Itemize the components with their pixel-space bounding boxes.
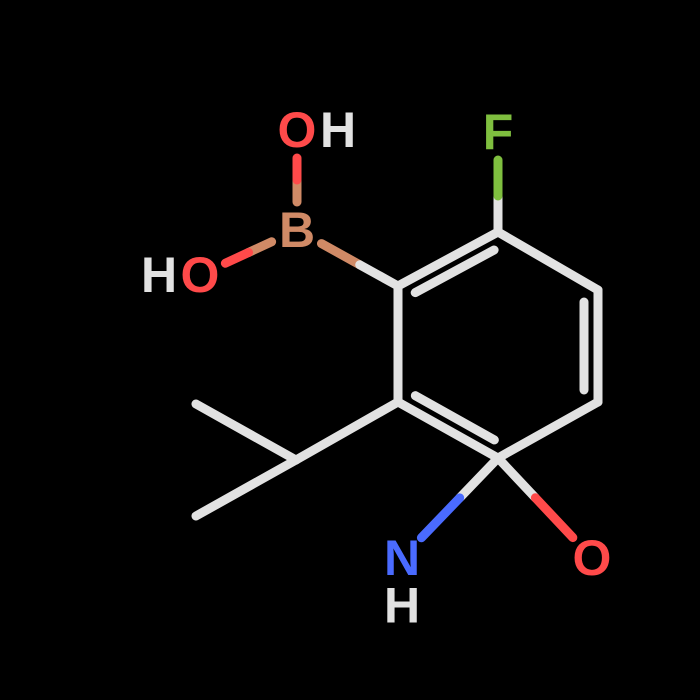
bond-line (225, 253, 248, 264)
atom-label: O (278, 102, 317, 158)
hydrogen-label: H (141, 247, 177, 303)
bond-line (296, 402, 398, 460)
bond-line (360, 265, 398, 286)
atom-O: OH (278, 102, 357, 158)
bond-line (321, 244, 359, 265)
hydrogen-label: H (384, 578, 420, 634)
bond-line (196, 404, 296, 460)
atom-N: NH (384, 530, 420, 634)
bond-line (498, 458, 535, 498)
atom-label: B (279, 202, 315, 258)
atom-label: O (573, 530, 612, 586)
hydrogen-label: H (320, 102, 356, 158)
bond-line (535, 498, 572, 538)
atom-label: O (181, 247, 220, 303)
bond-line (421, 498, 459, 538)
atom-F: F (483, 104, 514, 160)
atom-O: OH (141, 247, 220, 303)
atom-B: B (279, 202, 315, 258)
bond-line (498, 402, 598, 458)
bond-line (460, 458, 498, 498)
bond-line (196, 460, 296, 516)
atom-label: F (483, 104, 514, 160)
atom-O: O (573, 530, 612, 586)
bond-line (498, 232, 598, 290)
